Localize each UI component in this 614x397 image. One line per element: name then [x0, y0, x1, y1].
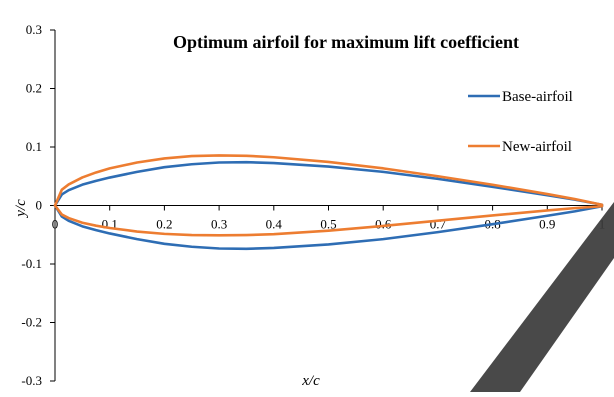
y-tick-label: 0.1: [26, 139, 42, 154]
x-tick-label: 0.3: [211, 217, 227, 232]
y-tick-label: -0.1: [21, 256, 42, 271]
chart-title: Optimum airfoil for maximum lift coeffic…: [173, 32, 519, 52]
x-tick-label: 0.5: [320, 217, 336, 232]
series-layer: [53, 154, 604, 251]
axes: 0.30.20.10-0.1-0.2-0.30 0.1 0.2 0.3 0.4 0.5 0.…: [21, 22, 605, 388]
y-tick-label: -0.2: [21, 315, 42, 330]
legend-label: New-airfoil: [502, 139, 572, 155]
x-tick-label: 0.4: [266, 217, 283, 232]
y-tick-label: -0.3: [21, 373, 42, 388]
x-tick-label: 0.2: [156, 217, 172, 232]
x-tick-label: 0.7: [430, 217, 447, 232]
legend-label: Base-airfoil: [502, 89, 573, 105]
x-tick-label: 1: [599, 217, 606, 232]
x-tick-label: 0: [52, 217, 59, 232]
legend: Base-airfoil New-airfoil: [468, 89, 573, 155]
y-tick-label: 0.2: [26, 81, 42, 96]
x-axis-title: x/c: [301, 373, 320, 389]
x-tick-label: 0.9: [539, 217, 555, 232]
y-tick-label: 0: [36, 198, 43, 213]
y-tick-label: 0.3: [26, 22, 42, 37]
x-tick-label: 0.6: [375, 217, 392, 232]
y-axis-title: y/c: [13, 199, 29, 219]
